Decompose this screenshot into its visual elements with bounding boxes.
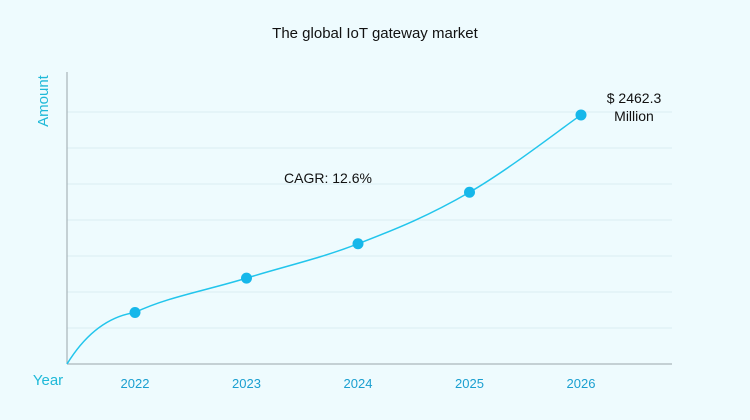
data-point [241, 272, 252, 284]
final-value-label: $ 2462.3 [607, 90, 662, 106]
data-points [129, 109, 587, 318]
x-tick-label: 2025 [455, 376, 484, 391]
data-point [575, 109, 587, 121]
gridlines [67, 111, 672, 329]
y-axis-label: Amount [35, 74, 52, 127]
x-axis-label: Year [33, 372, 63, 389]
x-tick-label: 2024 [344, 376, 373, 391]
data-point [464, 186, 475, 198]
x-tick-label: 2023 [232, 376, 261, 391]
data-point [129, 306, 141, 318]
x-tick-labels: 2022 2023 2024 2025 2026 [121, 376, 596, 391]
x-tick-label: 2022 [121, 376, 150, 391]
series-line [66, 114, 582, 365]
data-point [352, 238, 364, 250]
x-tick-label: 2026 [567, 376, 596, 391]
chart-title: The global IoT gateway market [272, 25, 478, 42]
cagr-annotation: CAGR: 12.6% [284, 170, 372, 186]
final-unit-label: Million [614, 108, 654, 124]
